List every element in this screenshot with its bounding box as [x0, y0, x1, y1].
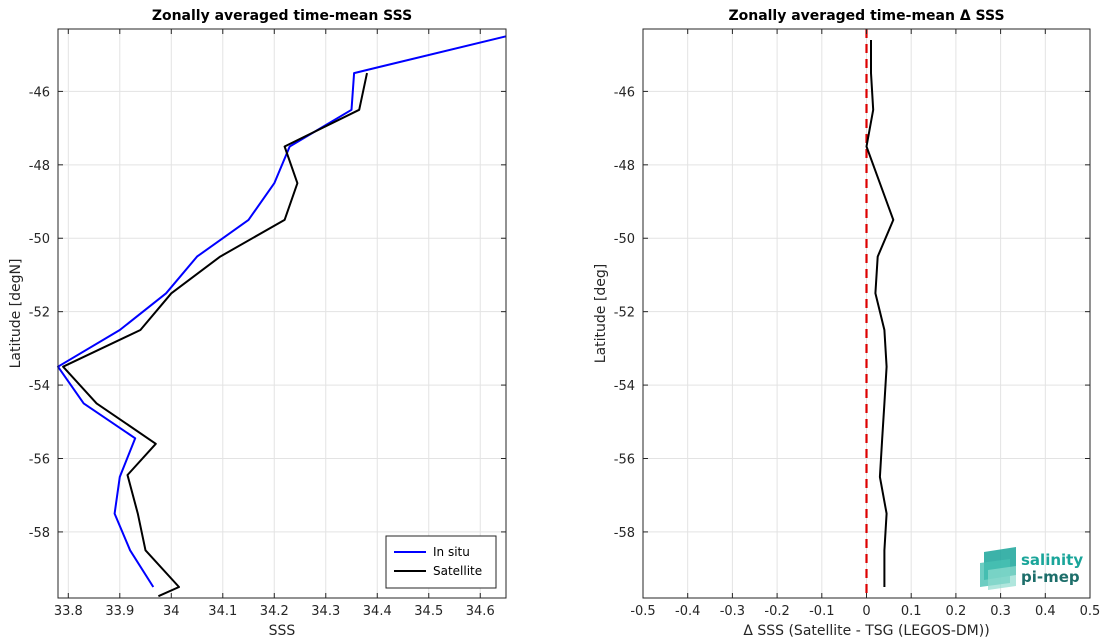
chart-title: Zonally averaged time-mean SSS	[152, 8, 412, 24]
x-axis-label: Δ SSS (Satellite - TSG (LEGOS-DM))	[743, 623, 989, 639]
y-tick-label: -50	[614, 232, 635, 247]
y-tick-label: -48	[614, 159, 635, 174]
y-axis-label: Latitude [deg]	[593, 264, 609, 363]
y-tick-label: -48	[29, 159, 50, 174]
axes-frame	[57, 28, 507, 599]
y-tick-label: -50	[29, 232, 50, 247]
x-tick-label: 0.5	[1080, 604, 1101, 619]
logo-line2: pi-mep	[1021, 568, 1080, 586]
logo-mark-icon	[980, 547, 1016, 590]
x-tick-label: 34.3	[311, 604, 340, 619]
x-tick-label: 34.2	[260, 604, 289, 619]
plot-area	[58, 29, 506, 598]
series-line-delta-sss	[865, 40, 895, 587]
x-tick-label: 0.2	[946, 604, 967, 619]
panel-sss: 33.8 33.9 34 34.1 34.2 34.3 34.4 34.5 34.6 -46 -48…	[8, 8, 507, 639]
y-tick-label: -46	[614, 85, 635, 100]
x-tick-label: 0	[862, 604, 870, 619]
series-line-satellite	[62, 72, 368, 598]
y-tick-label: -58	[29, 526, 50, 541]
legend-box	[385, 535, 497, 589]
y-tick-label: -56	[614, 453, 635, 468]
y-tick-label: -52	[614, 306, 635, 321]
x-tick-label: 34.4	[363, 604, 392, 619]
y-axis-label: Latitude [degN]	[8, 259, 24, 369]
x-tick-label: 0.3	[990, 604, 1011, 619]
x-tick-label: 34	[163, 604, 180, 619]
x-tick-label: -0.1	[809, 604, 834, 619]
legend-label: Satellite	[433, 564, 482, 578]
y-tick-label: -58	[614, 526, 635, 541]
y-tick-label: -54	[614, 379, 635, 394]
x-tick-label: 0.1	[901, 604, 922, 619]
panel-delta-sss: -0.5 -0.4 -0.3 -0.2 -0.1 0 0.1 0.2 0.3 0.4 0.5 -46 -…	[593, 8, 1100, 639]
x-tick-label: -0.3	[720, 604, 745, 619]
logo-line1: salinity	[1021, 551, 1083, 569]
y-tick-label: -56	[29, 453, 50, 468]
x-axis-label: SSS	[269, 623, 296, 639]
y-tick-label: -54	[29, 379, 50, 394]
x-tick-label: 34.5	[414, 604, 443, 619]
x-tick-label: 33.8	[54, 604, 83, 619]
legend-label: In situ	[433, 545, 470, 559]
x-tick-label: 34.1	[208, 604, 237, 619]
x-tick-label: 33.9	[105, 604, 134, 619]
y-tick-label: -46	[29, 85, 50, 100]
x-tick-label: -0.5	[630, 604, 655, 619]
salinity-pi-mep-logo: salinity pi-mep	[980, 547, 1083, 590]
legend: In situ Satellite	[385, 535, 497, 589]
chart-title: Zonally averaged time-mean Δ SSS	[728, 8, 1004, 24]
x-tick-label: -0.4	[675, 604, 700, 619]
x-tick-label: 0.4	[1035, 604, 1056, 619]
x-tick-label: -0.2	[764, 604, 789, 619]
x-tick-label: 34.6	[466, 604, 495, 619]
y-tick-label: -52	[29, 306, 50, 321]
